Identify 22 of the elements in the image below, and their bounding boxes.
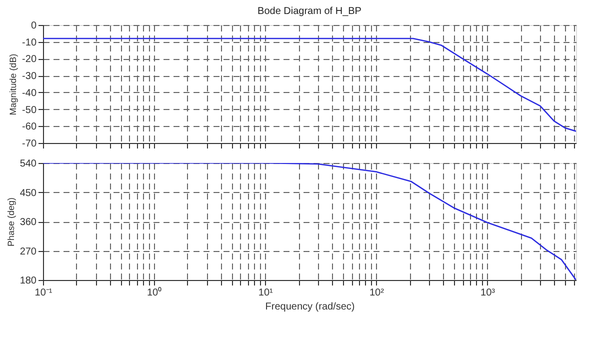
chart-title: Bode Diagram of H_BP: [258, 6, 362, 17]
y-tick-label: -40: [22, 88, 37, 99]
y-tick-label: 180: [20, 276, 37, 286]
y-tick-label: -70: [22, 138, 37, 150]
y-tick-label: 540: [20, 158, 37, 170]
x-axis-title: Frequency (rad/sec): [265, 302, 355, 312]
y-tick-label: -10: [22, 37, 37, 48]
y-tick-label: -60: [22, 122, 37, 133]
x-tick-label: 10⁻¹: [34, 288, 53, 298]
y-tick-label: 360: [20, 217, 37, 228]
x-tick-label: 10¹: [258, 288, 274, 298]
y-tick-label: 270: [20, 246, 37, 258]
y-axis-title: Magnitude (dB): [8, 54, 18, 116]
x-tick-label: 10³: [480, 288, 496, 298]
y-tick-label: 450: [20, 188, 37, 199]
y-tick-label: -20: [22, 54, 37, 66]
y-tick-label: -30: [22, 71, 37, 82]
y-tick-label: -50: [22, 104, 37, 116]
x-tick-label: 10⁰: [146, 286, 162, 298]
y-axis-title: Phase (deg): [6, 197, 16, 247]
x-tick-label: 10²: [369, 288, 385, 298]
y-tick-label: 0: [30, 20, 37, 32]
